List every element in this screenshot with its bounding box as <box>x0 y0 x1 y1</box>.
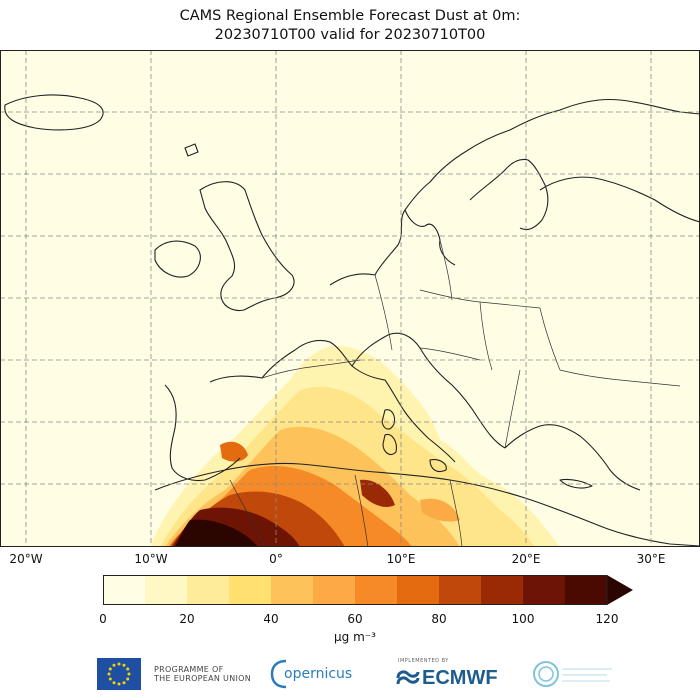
map-title-line2: 20230710T00 valid for 20230710T00 <box>214 27 486 43</box>
colorbar-tick: 120 <box>595 612 619 626</box>
colorbar-swatch <box>103 575 146 605</box>
ecmwf-symbol-icon <box>396 670 420 685</box>
lon-label-0: 0° <box>269 552 283 566</box>
lon-label-10e: 10°E <box>386 552 416 566</box>
footer-logos: PROGRAMME OF THE EUROPEAN UNION opernicu… <box>0 655 700 695</box>
gridlines <box>0 50 700 547</box>
colorbar-swatch <box>271 575 314 605</box>
ecmwf-caption: IMPLEMENTED BY <box>398 658 449 664</box>
copernicus-c-icon <box>270 659 287 689</box>
lon-label-10w: 10°W <box>134 552 168 566</box>
lon-label-20w: 20°W <box>9 552 43 566</box>
eu-text-line2: THE EUROPEAN UNION <box>154 674 252 683</box>
colorbar-swatch <box>355 575 398 605</box>
colorbar-swatch <box>187 575 230 605</box>
colorbar-tick: 40 <box>263 612 279 626</box>
colorbar-swatch <box>439 575 482 605</box>
colorbar-tick: 80 <box>431 612 447 626</box>
colorbar-swatch <box>397 575 440 605</box>
eu-text-line1: PROGRAMME OF <box>154 665 224 674</box>
country-borders <box>229 239 681 547</box>
map-title-line1: CAMS Regional Ensemble Forecast Dust at … <box>179 8 521 24</box>
colorbar-tick: 60 <box>347 612 363 626</box>
ecmwf-logo-text: ECMWF <box>422 667 498 689</box>
dust-forecast-map <box>0 50 700 547</box>
colorbar-swatch <box>523 575 566 605</box>
colorbar-swatch <box>481 575 524 605</box>
eu-flag-icon <box>97 658 141 690</box>
copernicus-logo-text: opernicus <box>284 666 353 682</box>
dust-plume <box>150 346 560 547</box>
coastlines <box>4 94 700 547</box>
colorbar-tick: 0 <box>99 612 107 626</box>
lon-label-20e: 20°E <box>511 552 541 566</box>
colorbar-swatch <box>145 575 188 605</box>
colorbar <box>103 575 633 605</box>
eu-programme-text: PROGRAMME OF THE EUROPEAN UNION <box>154 665 251 683</box>
colorbar-swatch <box>229 575 272 605</box>
colorbar-tick: 20 <box>179 612 195 626</box>
colorbar-tick: 100 <box>511 612 535 626</box>
partner-agency-logo-icon <box>533 661 612 687</box>
colorbar-unit-label: µg m⁻³ <box>334 630 376 644</box>
colorbar-swatch <box>313 575 356 605</box>
colorbar-swatch <box>565 575 608 605</box>
lon-label-30e: 30°E <box>636 552 666 566</box>
